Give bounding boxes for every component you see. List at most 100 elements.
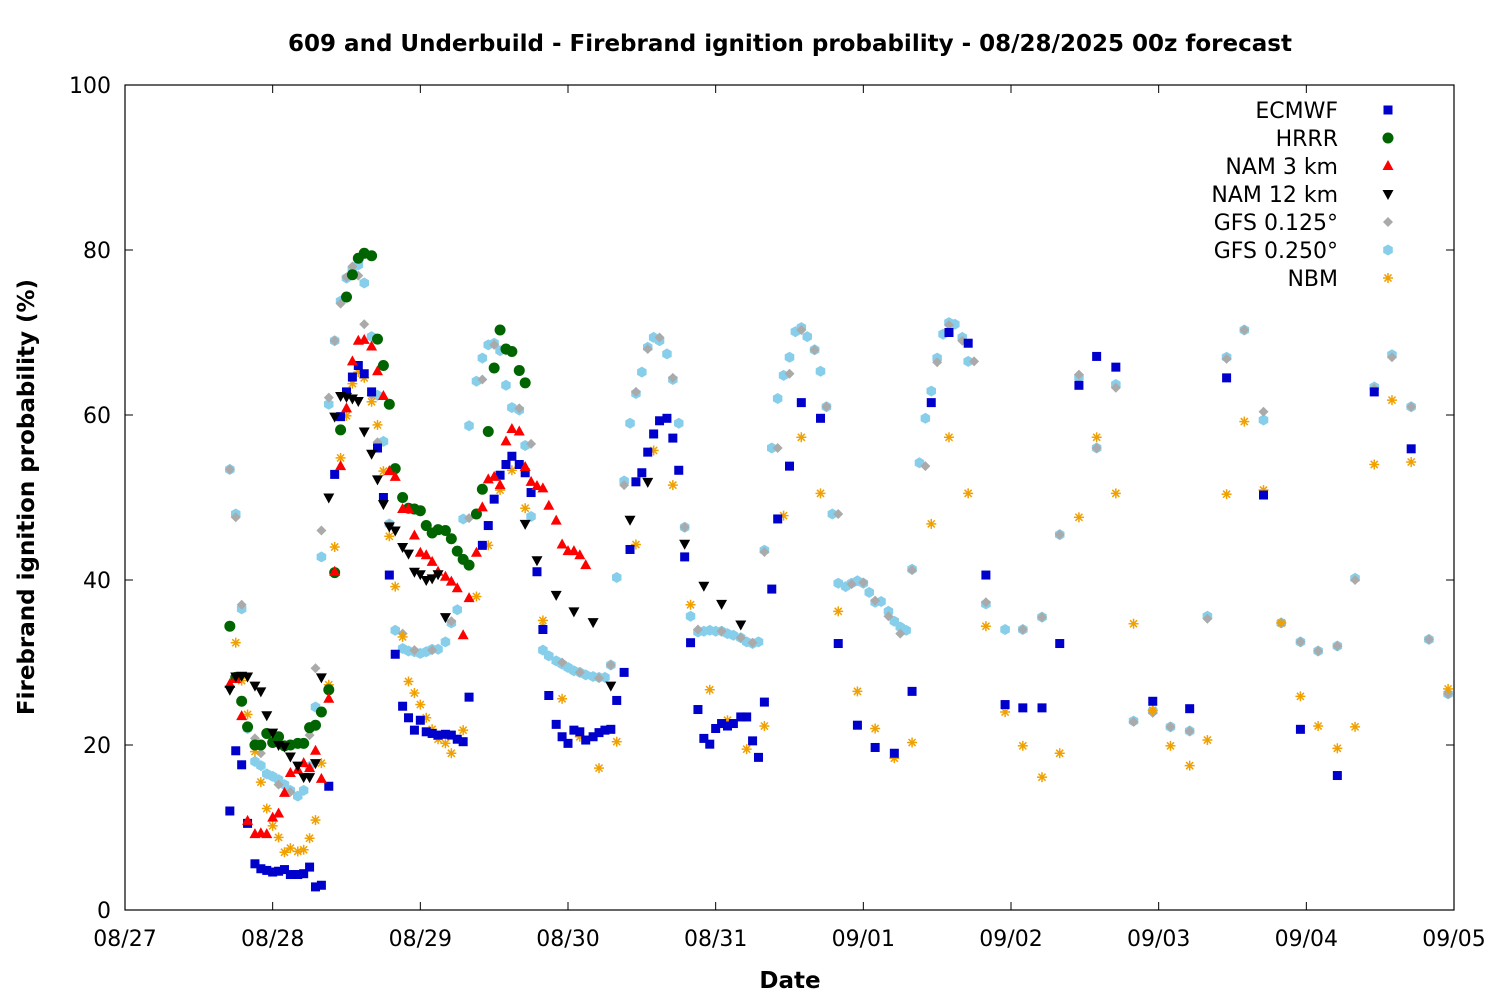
data-point xyxy=(531,479,543,490)
data-point xyxy=(963,355,973,367)
data-point xyxy=(686,638,696,648)
legend-label: NBM xyxy=(1287,267,1338,292)
data-point xyxy=(1128,716,1139,727)
data-point xyxy=(1350,721,1361,732)
data-point xyxy=(267,811,279,822)
data-point xyxy=(488,362,500,374)
data-point xyxy=(427,645,438,656)
data-point xyxy=(366,449,378,460)
data-point xyxy=(279,847,290,858)
data-point xyxy=(698,581,710,592)
data-point xyxy=(489,339,500,350)
data-point xyxy=(341,291,352,303)
data-point xyxy=(852,686,863,697)
plot-frame xyxy=(124,84,1455,911)
legend-label: GFS 0.250° xyxy=(1214,239,1338,264)
legend-marker xyxy=(1383,273,1393,283)
data-point xyxy=(883,611,894,622)
data-point xyxy=(742,712,752,722)
data-point xyxy=(249,681,261,692)
data-point xyxy=(383,522,395,533)
data-point xyxy=(662,413,672,423)
data-point xyxy=(815,365,826,377)
data-point xyxy=(377,390,389,401)
data-point xyxy=(309,759,321,770)
data-point xyxy=(667,480,678,491)
data-point xyxy=(476,501,488,512)
data-point xyxy=(980,621,991,632)
legend-marker xyxy=(1383,244,1393,256)
data-point xyxy=(446,748,457,759)
data-point xyxy=(649,429,659,439)
x-tick-label: 09/03 xyxy=(1127,927,1190,952)
data-point xyxy=(256,760,266,772)
data-point xyxy=(642,344,653,354)
data-point xyxy=(255,777,266,788)
series-gfs-0-125- xyxy=(224,261,1454,798)
data-point xyxy=(858,577,869,588)
data-point xyxy=(1055,639,1065,649)
data-point xyxy=(574,667,585,678)
data-point xyxy=(1369,459,1380,470)
data-point xyxy=(224,464,235,475)
data-point xyxy=(1406,444,1416,454)
data-point xyxy=(692,624,703,635)
data-point xyxy=(600,725,610,735)
x-tick-label: 08/31 xyxy=(684,927,747,952)
data-point xyxy=(446,730,456,740)
data-point xyxy=(520,503,531,514)
data-point xyxy=(767,442,777,454)
data-point xyxy=(693,705,703,715)
data-point xyxy=(372,365,384,376)
data-point xyxy=(980,597,991,608)
data-point xyxy=(526,438,537,449)
data-point xyxy=(1221,353,1232,364)
data-point xyxy=(236,599,247,610)
chart-title: 609 and Underbuild - Firebrand ignition … xyxy=(288,31,1292,57)
data-point xyxy=(1091,432,1102,443)
data-point xyxy=(470,546,482,557)
data-point xyxy=(1386,395,1397,406)
data-point xyxy=(581,735,591,745)
data-point xyxy=(279,865,289,875)
y-tick-label: 0 xyxy=(97,899,111,924)
data-point xyxy=(373,443,383,453)
data-point xyxy=(304,762,316,773)
data-point xyxy=(414,570,426,581)
data-point xyxy=(784,368,795,379)
data-point xyxy=(870,595,881,606)
series-nbm xyxy=(230,367,1454,858)
data-point xyxy=(1165,721,1176,732)
data-point xyxy=(397,631,408,642)
data-point xyxy=(231,746,241,756)
data-point xyxy=(1369,387,1379,397)
data-point xyxy=(1148,696,1158,706)
data-point xyxy=(876,596,886,607)
data-point xyxy=(427,728,437,738)
data-point xyxy=(1406,457,1417,468)
legend-label: HRRR xyxy=(1276,127,1338,152)
data-point xyxy=(612,695,622,705)
data-point xyxy=(316,880,326,890)
data-point xyxy=(526,488,536,498)
data-point xyxy=(796,325,807,336)
data-point xyxy=(315,673,327,684)
data-point xyxy=(483,521,493,531)
data-point xyxy=(1018,703,1028,713)
data-point xyxy=(655,416,665,426)
data-point xyxy=(261,803,272,814)
x-tick-label: 09/01 xyxy=(832,927,895,952)
data-point xyxy=(315,706,327,718)
data-point xyxy=(728,719,738,729)
data-point xyxy=(507,451,517,461)
data-point xyxy=(556,538,568,549)
data-point xyxy=(551,719,561,729)
data-point xyxy=(414,546,426,557)
data-point xyxy=(674,465,684,475)
data-point xyxy=(1110,382,1121,393)
data-point xyxy=(833,606,844,617)
data-point xyxy=(1258,414,1269,426)
data-point xyxy=(1295,691,1306,702)
series-nam-3-km xyxy=(224,333,592,839)
data-point xyxy=(415,715,425,725)
